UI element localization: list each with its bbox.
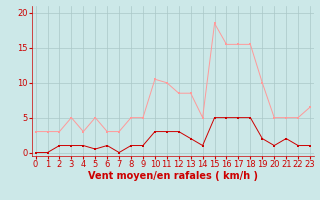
X-axis label: Vent moyen/en rafales ( km/h ): Vent moyen/en rafales ( km/h ) xyxy=(88,171,258,181)
